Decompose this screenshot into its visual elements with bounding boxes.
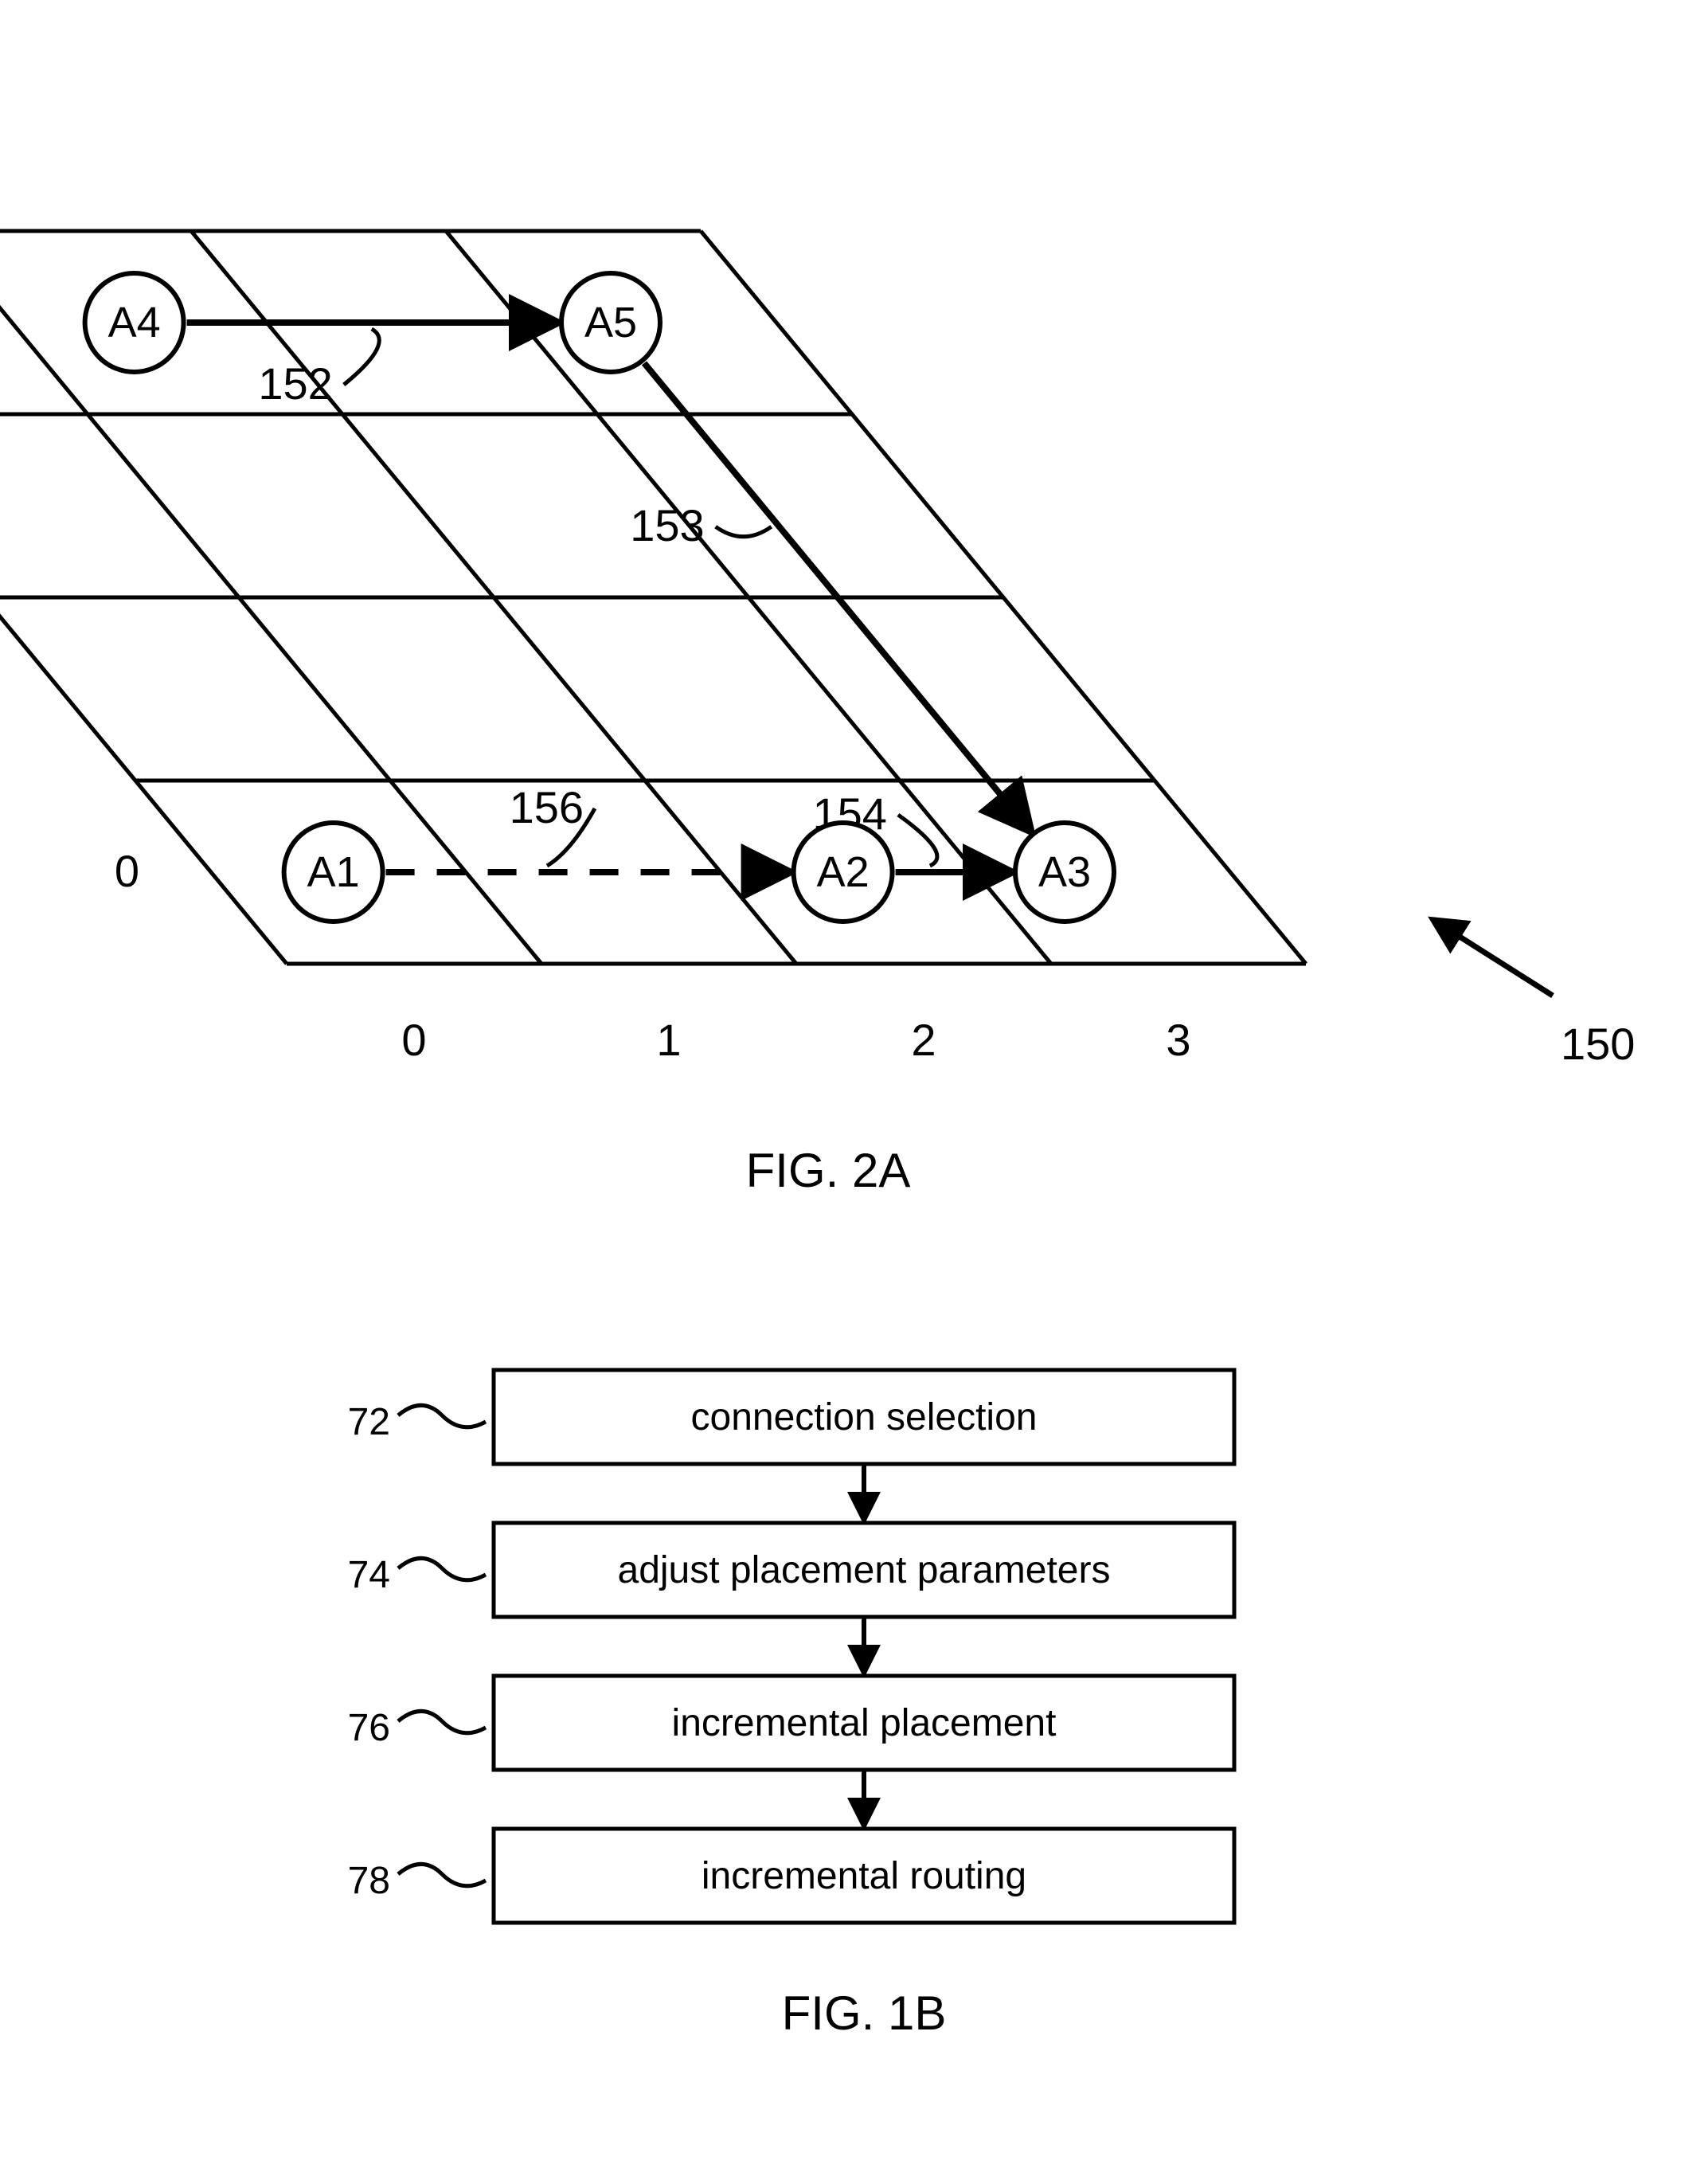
node-label-A5: A5 — [584, 299, 637, 346]
flow-box-text-78: incremental routing — [702, 1855, 1026, 1897]
grid-col-label: 0 — [401, 1015, 426, 1065]
fig-2a: 01230123152153154156A1A2A3A4A5150FIG. 2A — [0, 231, 1635, 1197]
flow-leader-78 — [398, 1864, 486, 1885]
fig2a-caption: FIG. 2A — [746, 1144, 911, 1197]
grid-row-label: 0 — [115, 846, 139, 896]
flow-box-text-72: connection selection — [691, 1396, 1038, 1438]
edge-label-156: 156 — [510, 782, 584, 832]
diagram-svg: 01230123152153154156A1A2A3A4A5150FIG. 2A… — [0, 0, 1708, 2184]
grid-col-label: 3 — [1166, 1015, 1190, 1065]
fig1b-caption: FIG. 1B — [782, 1986, 947, 2040]
node-label-A2: A2 — [817, 848, 870, 896]
ref-arrow-150 — [1433, 920, 1553, 996]
edge-label-152: 152 — [258, 358, 332, 409]
flow-leader-74 — [398, 1558, 486, 1579]
ref-label-150: 150 — [1561, 1019, 1635, 1069]
flow-num-72: 72 — [348, 1401, 390, 1443]
grid-col-label: 1 — [656, 1015, 681, 1065]
leader-153 — [716, 526, 772, 537]
flow-box-text-76: incremental placement — [672, 1702, 1057, 1744]
node-label-A4: A4 — [108, 299, 161, 346]
grid-col-label: 2 — [911, 1015, 936, 1065]
flow-leader-72 — [398, 1405, 486, 1427]
leader-152 — [344, 329, 379, 385]
node-label-A3: A3 — [1038, 848, 1091, 896]
flow-num-78: 78 — [348, 1860, 390, 1902]
flow-box-text-74: adjust placement parameters — [618, 1549, 1111, 1591]
fig-1b: connection selection 72 adjust placement p… — [348, 1370, 1234, 2040]
flow-num-76: 76 — [348, 1707, 390, 1749]
edge-label-153: 153 — [630, 500, 704, 550]
flow-leader-76 — [398, 1711, 486, 1732]
leader-154 — [898, 815, 937, 866]
node-label-A1: A1 — [307, 848, 360, 896]
page: 01230123152153154156A1A2A3A4A5150FIG. 2A… — [0, 0, 1708, 2184]
flow-num-74: 74 — [348, 1554, 390, 1596]
